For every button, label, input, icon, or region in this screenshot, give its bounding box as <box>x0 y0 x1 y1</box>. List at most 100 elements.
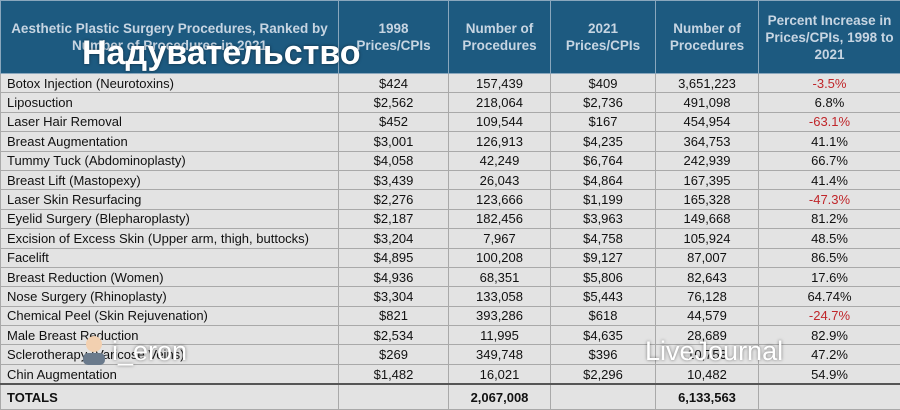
table-cell: 364,753 <box>656 132 759 151</box>
table-cell: $3,439 <box>339 170 449 189</box>
table-cell: $2,276 <box>339 190 449 209</box>
table-cell: $3,304 <box>339 287 449 306</box>
totals-cell: 2,067,008 <box>449 384 551 410</box>
table-cell: $9,127 <box>551 248 656 267</box>
author-name: i_eron <box>112 336 187 367</box>
table-cell: Eyelid Surgery (Blepharoplasty) <box>1 209 339 228</box>
table-cell: 182,456 <box>449 209 551 228</box>
table-cell: $821 <box>339 306 449 325</box>
table-cell: $409 <box>551 74 656 93</box>
table-cell: Breast Augmentation <box>1 132 339 151</box>
table-cell: 16,021 <box>449 364 551 384</box>
site-name: LiveJournal <box>645 336 783 367</box>
table-cell: 81.2% <box>759 209 900 228</box>
table-cell: $5,443 <box>551 287 656 306</box>
table-cell: 44,579 <box>656 306 759 325</box>
table-cell: Nose Surgery (Rhinoplasty) <box>1 287 339 306</box>
empty-cell <box>551 384 656 410</box>
table-cell: 41.1% <box>759 132 900 151</box>
table-cell: 100,208 <box>449 248 551 267</box>
table-cell: 26,043 <box>449 170 551 189</box>
table-cell: Excision of Excess Skin (Upper arm, thig… <box>1 229 339 248</box>
table-cell: Liposuction <box>1 93 339 112</box>
table-cell: 218,064 <box>449 93 551 112</box>
table-cell: Laser Skin Resurfacing <box>1 190 339 209</box>
table-cell: 76,128 <box>656 287 759 306</box>
table-cell: 109,544 <box>449 112 551 131</box>
empty-cell <box>759 384 900 410</box>
table-cell: $4,864 <box>551 170 656 189</box>
table-cell: 157,439 <box>449 74 551 93</box>
table-cell: -47.3% <box>759 190 900 209</box>
table-cell: 123,666 <box>449 190 551 209</box>
header-cell: Percent Increase in Prices/CPIs, 1998 to… <box>759 1 900 74</box>
table-cell: 349,748 <box>449 345 551 364</box>
table-cell: 41.4% <box>759 170 900 189</box>
table-cell: 454,954 <box>656 112 759 131</box>
header-cell: Number of Procedures <box>449 1 551 74</box>
watermark-title: Надувательство <box>82 34 361 73</box>
table-cell: Botox Injection (Neurotoxins) <box>1 74 339 93</box>
empty-cell <box>339 384 449 410</box>
table-cell: Facelift <box>1 248 339 267</box>
table-cell: $424 <box>339 74 449 93</box>
table-cell: $4,758 <box>551 229 656 248</box>
table-cell: $2,187 <box>339 209 449 228</box>
table-cell: $4,936 <box>339 267 449 286</box>
table-cell: $4,635 <box>551 326 656 345</box>
table-cell: $1,199 <box>551 190 656 209</box>
table-cell: $6,764 <box>551 151 656 170</box>
table-cell: 82,643 <box>656 267 759 286</box>
table-cell: Breast Lift (Mastopexy) <box>1 170 339 189</box>
table-cell: $2,562 <box>339 93 449 112</box>
header-cell: 2021 Prices/CPIs <box>551 1 656 74</box>
table-cell: -24.7% <box>759 306 900 325</box>
table-cell: 7,967 <box>449 229 551 248</box>
table-cell: 17.6% <box>759 267 900 286</box>
table-cell: 68,351 <box>449 267 551 286</box>
table-cell: 149,668 <box>656 209 759 228</box>
table-cell: $2,296 <box>551 364 656 384</box>
table-cell: $2,534 <box>339 326 449 345</box>
table-cell: $452 <box>339 112 449 131</box>
table-cell: $3,204 <box>339 229 449 248</box>
table-cell: $4,058 <box>339 151 449 170</box>
totals-cell: 6,133,563 <box>656 384 759 410</box>
table-cell: Laser Hair Removal <box>1 112 339 131</box>
table-cell: $396 <box>551 345 656 364</box>
table-cell: 66.7% <box>759 151 900 170</box>
table-cell: 6.8% <box>759 93 900 112</box>
table-cell: 11,995 <box>449 326 551 345</box>
table-cell: 133,058 <box>449 287 551 306</box>
table-cell: $1,482 <box>339 364 449 384</box>
table-cell: Tummy Tuck (Abdominoplasty) <box>1 151 339 170</box>
table-cell: $3,001 <box>339 132 449 151</box>
table-cell: $3,963 <box>551 209 656 228</box>
table-cell: 42,249 <box>449 151 551 170</box>
table-cell: $4,895 <box>339 248 449 267</box>
table-cell: 10,482 <box>656 364 759 384</box>
table-cell: Breast Reduction (Women) <box>1 267 339 286</box>
table-cell: Chemical Peel (Skin Rejuvenation) <box>1 306 339 325</box>
table-cell: 86.5% <box>759 248 900 267</box>
table-cell: 165,328 <box>656 190 759 209</box>
table-cell: 393,286 <box>449 306 551 325</box>
table-cell: Chin Augmentation <box>1 364 339 384</box>
table-cell: -3.5% <box>759 74 900 93</box>
table-cell: $5,806 <box>551 267 656 286</box>
table-cell: 126,913 <box>449 132 551 151</box>
